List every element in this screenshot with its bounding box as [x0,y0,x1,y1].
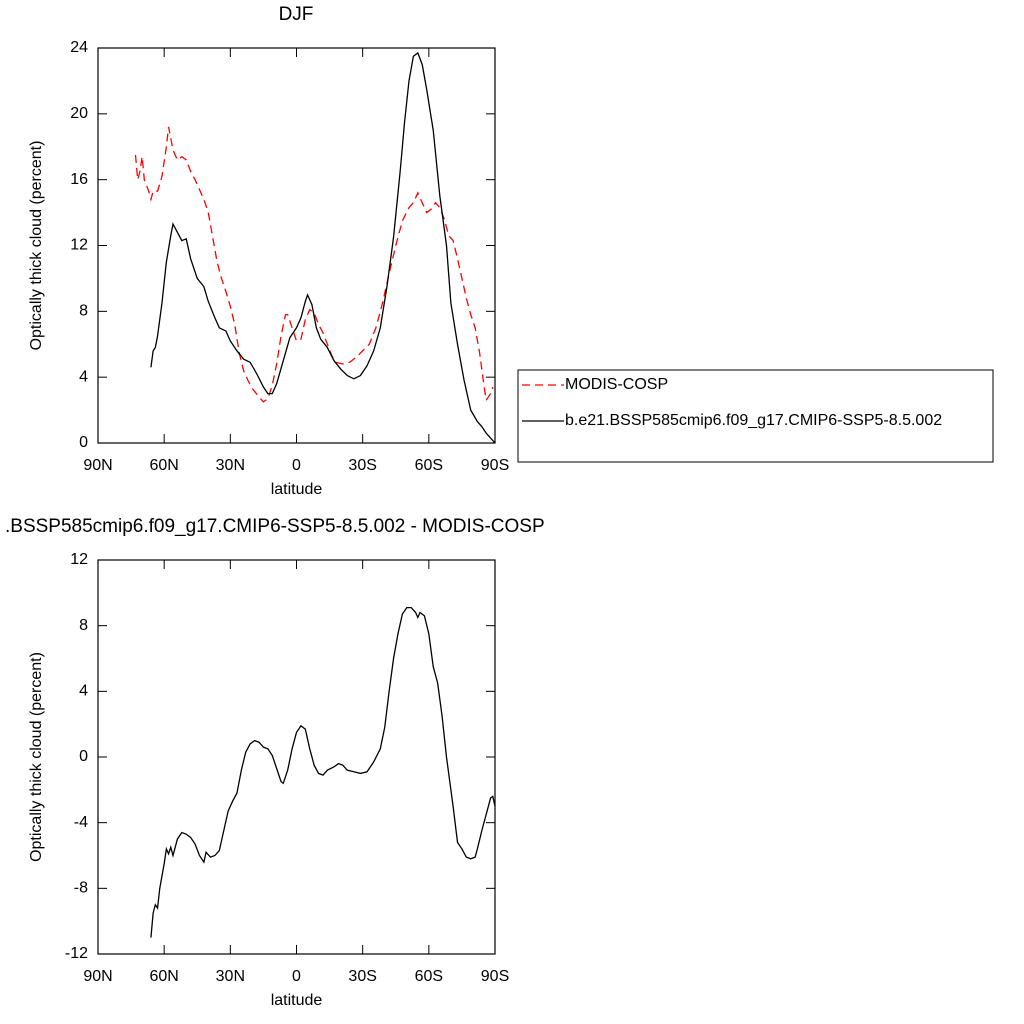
x-tick-label: 60N [149,968,178,985]
y-tick-label: 8 [79,617,88,634]
plot-frame [97,47,496,444]
x-tick-label: 90N [83,968,112,985]
x-tick-label: 0 [292,457,301,474]
y-tick-label: 12 [70,237,88,254]
y-tick-label: -8 [74,880,88,897]
x-axis-label: latitude [271,992,323,1009]
y-tick-label: 4 [79,683,88,700]
chart-title: .BSSP585cmip6.f09_g17.CMIP6-SSP5-8.5.002… [5,516,545,537]
y-axis-label: Optically thick cloud (percent) [28,141,45,351]
y-tick-label: -12 [65,945,88,962]
plot-frame [97,559,496,955]
x-tick-label: 30N [216,968,245,985]
y-tick-label: 24 [70,39,88,56]
x-tick-label: 90S [481,968,509,985]
x-tick-label: 30N [216,457,245,474]
legend-label: MODIS-COSP [565,376,668,393]
legend-label: b.e21.BSSP585cmip6.f09_g17.CMIP6-SSP5-8.… [565,412,942,429]
x-tick-label: 90N [83,457,112,474]
y-tick-label: 16 [70,171,88,188]
y-tick-label: 8 [79,303,88,320]
x-axis-label: latitude [271,481,323,498]
data-line [150,606,496,938]
x-tick-label: 60S [415,968,443,985]
data-line [150,51,496,444]
y-tick-label: 20 [70,105,88,122]
x-tick-label: 90S [481,457,509,474]
legend-box [517,369,994,463]
y-tick-label: 4 [79,368,88,385]
y-tick-label: 0 [79,748,88,765]
x-tick-label: 60S [415,457,443,474]
x-tick-label: 0 [292,968,301,985]
y-axis-label: Optically thick cloud (percent) [28,652,45,862]
y-tick-label: 0 [79,434,88,451]
chart-title: DJF [279,4,314,25]
x-tick-label: 30S [348,968,376,985]
data-line [134,126,494,403]
y-tick-label: 12 [70,551,88,568]
x-tick-label: 30S [348,457,376,474]
y-tick-label: -4 [74,814,88,831]
x-tick-label: 60N [149,457,178,474]
